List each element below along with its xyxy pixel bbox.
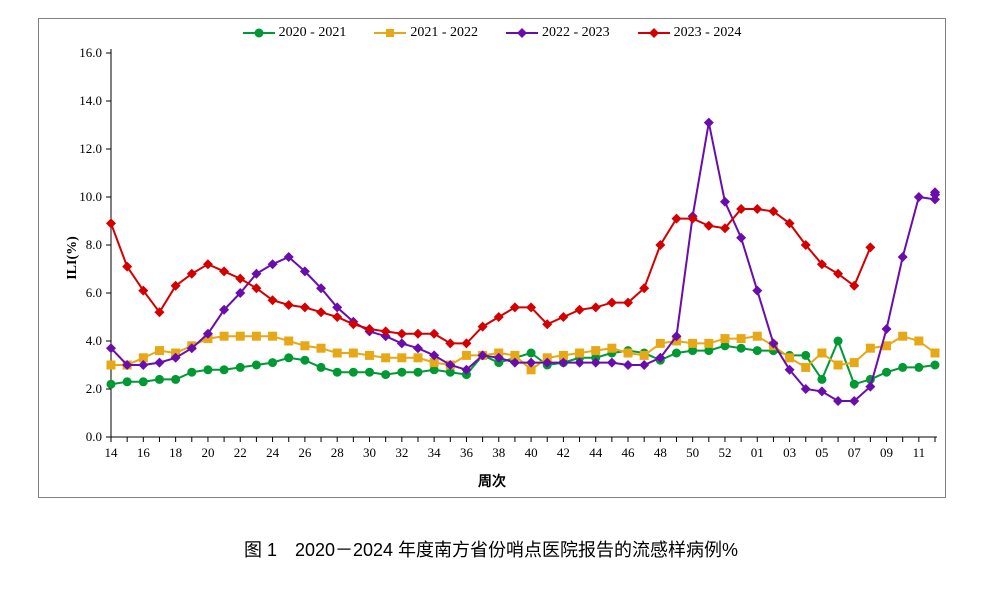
svg-text:18: 18 bbox=[169, 445, 182, 460]
chart-svg: 0.02.04.06.08.010.012.014.016.0141618202… bbox=[39, 19, 945, 497]
svg-text:6.0: 6.0 bbox=[86, 285, 102, 300]
svg-text:4.0: 4.0 bbox=[86, 333, 102, 348]
svg-text:09: 09 bbox=[880, 445, 893, 460]
svg-text:32: 32 bbox=[395, 445, 408, 460]
svg-text:52: 52 bbox=[718, 445, 731, 460]
svg-text:22: 22 bbox=[234, 445, 247, 460]
svg-text:10.0: 10.0 bbox=[79, 189, 102, 204]
figure-container: 2020 - 2021 2021 - 2022 2022 - 2023 2023… bbox=[0, 0, 982, 606]
svg-text:42: 42 bbox=[557, 445, 570, 460]
svg-text:11: 11 bbox=[913, 445, 926, 460]
svg-text:8.0: 8.0 bbox=[86, 237, 102, 252]
svg-text:38: 38 bbox=[492, 445, 505, 460]
svg-text:12.0: 12.0 bbox=[79, 141, 102, 156]
svg-text:2.0: 2.0 bbox=[86, 381, 102, 396]
svg-text:50: 50 bbox=[686, 445, 699, 460]
chart-area: 2020 - 2021 2021 - 2022 2022 - 2023 2023… bbox=[38, 18, 946, 498]
svg-text:46: 46 bbox=[622, 445, 636, 460]
svg-text:34: 34 bbox=[428, 445, 442, 460]
svg-text:14.0: 14.0 bbox=[79, 93, 102, 108]
svg-text:48: 48 bbox=[654, 445, 667, 460]
svg-text:30: 30 bbox=[363, 445, 376, 460]
svg-text:16: 16 bbox=[137, 445, 151, 460]
x-axis-label: 周次 bbox=[39, 471, 945, 491]
svg-text:20: 20 bbox=[201, 445, 214, 460]
svg-text:36: 36 bbox=[460, 445, 474, 460]
svg-text:03: 03 bbox=[783, 445, 796, 460]
svg-text:24: 24 bbox=[266, 445, 280, 460]
svg-text:14: 14 bbox=[105, 445, 119, 460]
svg-text:44: 44 bbox=[589, 445, 603, 460]
svg-text:05: 05 bbox=[815, 445, 828, 460]
svg-text:16.0: 16.0 bbox=[79, 45, 102, 60]
svg-text:40: 40 bbox=[525, 445, 538, 460]
svg-text:07: 07 bbox=[848, 445, 862, 460]
svg-text:26: 26 bbox=[298, 445, 312, 460]
svg-text:01: 01 bbox=[751, 445, 764, 460]
figure-caption: 图 1 2020－2024 年度南方省份哨点医院报告的流感样病例% bbox=[0, 536, 982, 562]
svg-text:28: 28 bbox=[331, 445, 344, 460]
svg-text:0.0: 0.0 bbox=[86, 429, 102, 444]
